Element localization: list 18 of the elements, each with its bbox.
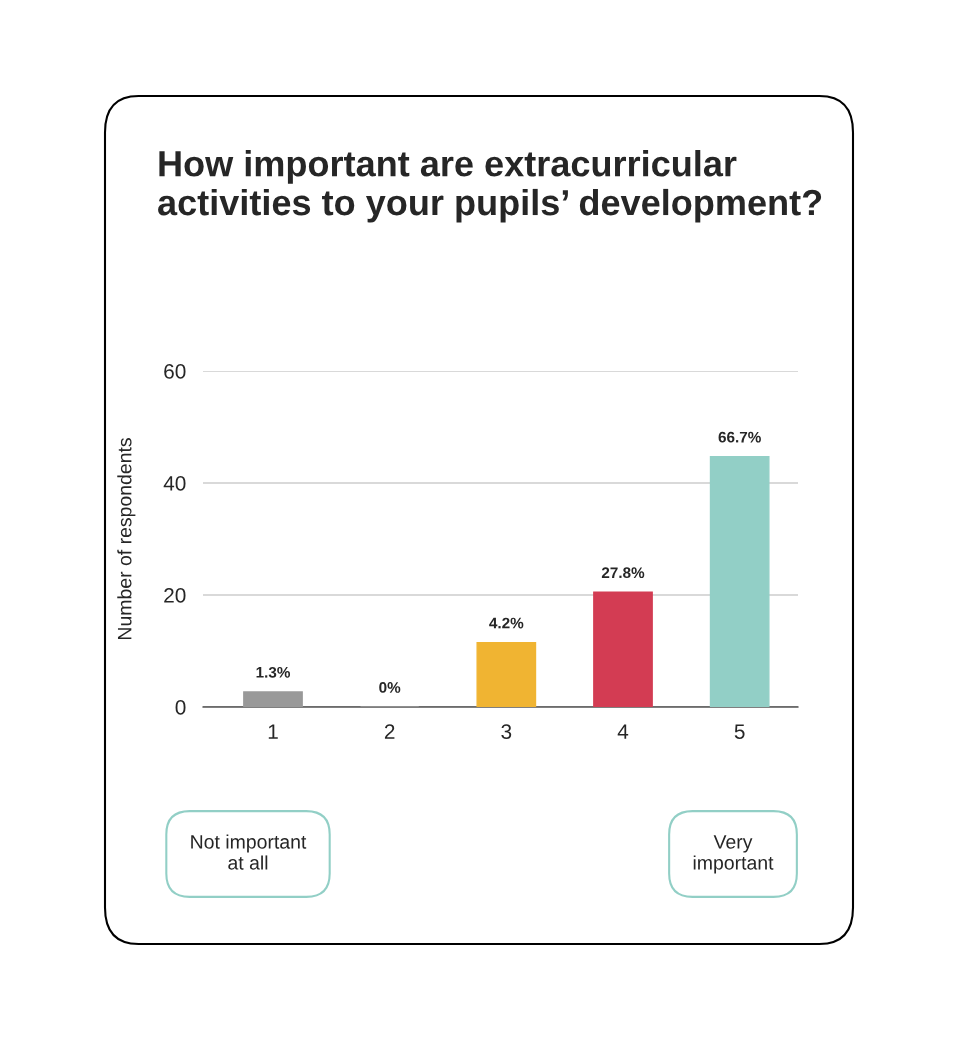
text: Not important at all [191,834,307,870]
x-tick-label: 1 [268,724,278,739]
x-tick-label: 3 [501,724,512,739]
y-tick-label: 20 [164,588,186,603]
chart-title: How important are extracurricular activities to your pupils’ development? [158,150,822,223]
annotation: 27.8% [601,567,645,579]
annotation: 4.2% [489,617,524,629]
y-tick-label: 40 [163,476,186,491]
annotation: 66.7% [718,431,761,443]
text: Very important [693,835,774,874]
annotation: 1.3% [256,666,291,678]
x-tick-label: 5 [734,724,745,739]
y-tick-label: 60 [164,364,186,379]
annotation: 0% [379,682,401,693]
y-axis-title: Number of respondents [117,438,136,639]
x-tick-label: 4 [617,724,629,739]
x-tick-label: 2 [384,724,395,739]
y-tick-label: 0 [175,700,186,715]
